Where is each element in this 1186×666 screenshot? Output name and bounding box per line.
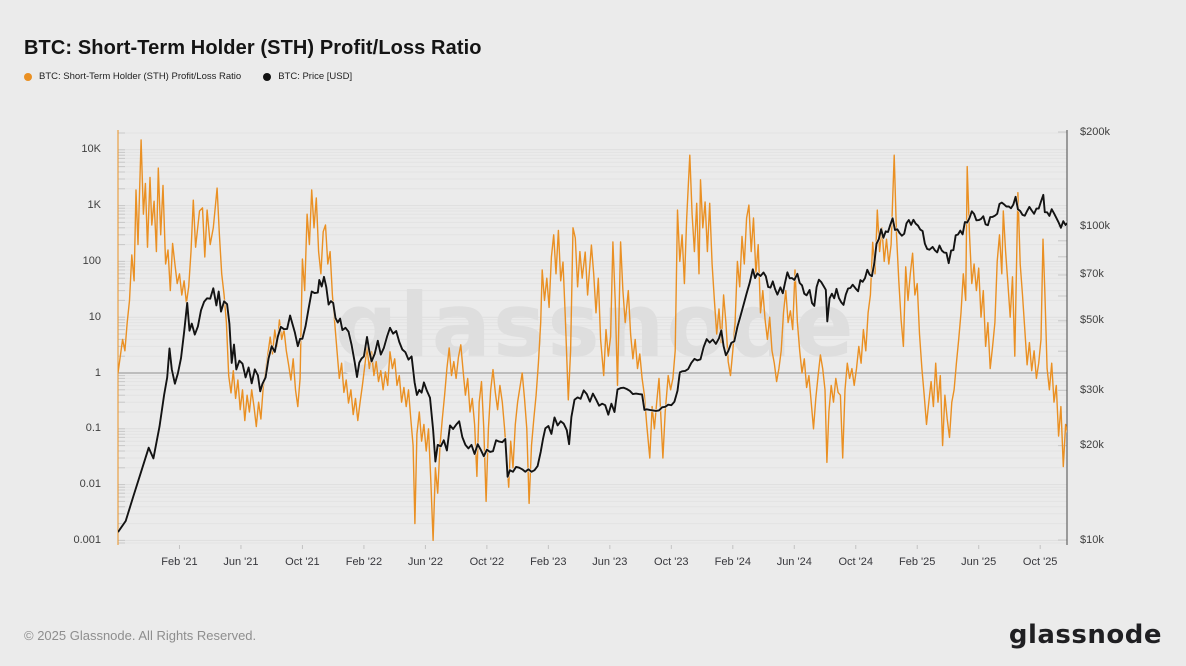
legend-label-price: BTC: Price [USD] xyxy=(278,71,353,82)
x-axis-label: Feb '22 xyxy=(345,556,383,568)
x-axis-label: Feb '25 xyxy=(899,556,936,568)
gridlines xyxy=(118,132,1067,544)
x-axis-label: Oct '25 xyxy=(1022,556,1058,568)
x-axis-label: Jun '22 xyxy=(407,556,443,568)
btc-price-line[interactable] xyxy=(118,193,1068,533)
x-axis-label: Jun '25 xyxy=(961,556,997,568)
x-axis-label: Oct '22 xyxy=(469,556,505,568)
y-axis-label-left: 100 xyxy=(82,254,101,267)
x-axis-label: Oct '24 xyxy=(838,556,873,568)
x-axis-ticks xyxy=(178,545,1041,549)
y-axis-label-left: 0.001 xyxy=(73,533,101,546)
page-title: BTC: Short-Term Holder (STH) Profit/Loss… xyxy=(24,37,482,60)
x-axis-label: Feb '24 xyxy=(714,556,751,568)
legend-item-price[interactable]: BTC: Price [USD] xyxy=(263,71,352,82)
axis-minor-ticks xyxy=(118,131,1067,544)
glassnode-watermark: glassnode xyxy=(334,274,855,377)
y-axis-label-left: 10 xyxy=(88,310,101,323)
y-axis-label-right: $70k xyxy=(1080,268,1104,281)
y-axis-label-right: $20k xyxy=(1080,439,1104,452)
y-axis-label-left: 1K xyxy=(87,199,101,212)
x-axis-label: Oct '23 xyxy=(654,556,689,568)
x-axis-label: Jun '23 xyxy=(592,556,628,568)
y-axis-label-left: 10K xyxy=(81,143,101,156)
x-axis-label: Feb '23 xyxy=(530,556,567,568)
copyright-text: © 2025 Glassnode. All Rights Reserved. xyxy=(24,628,257,643)
y-axis-label-right: $200k xyxy=(1080,125,1110,138)
x-axis-label: Feb '21 xyxy=(161,556,198,568)
y-axis-label-right: $100k xyxy=(1080,219,1110,232)
legend-item-ratio[interactable]: BTC: Short-Term Holder (STH) Profit/Loss… xyxy=(24,71,241,82)
x-axis-label: Jun '21 xyxy=(223,556,259,568)
price-series-dot-icon xyxy=(263,72,272,81)
y-axis-label-right: $10k xyxy=(1080,533,1104,546)
x-axis-label: Jun '24 xyxy=(776,556,812,568)
sth-profit-loss-ratio-line[interactable] xyxy=(118,139,1068,542)
y-axis-label-left: 1 xyxy=(94,366,101,379)
legend: BTC: Short-Term Holder (STH) Profit/Loss… xyxy=(24,71,352,82)
glassnode-logo: glassnode xyxy=(1008,620,1162,650)
y-axis-label-left: 0.1 xyxy=(85,422,101,435)
x-axis-label: Oct '21 xyxy=(285,556,320,568)
y-axis-label-right: $50k xyxy=(1080,314,1104,327)
y-axis-label-left: 0.01 xyxy=(79,478,101,491)
y-axis-label-right: $30k xyxy=(1080,383,1104,396)
ratio-series-dot-icon xyxy=(24,72,32,81)
legend-label-ratio: BTC: Short-Term Holder (STH) Profit/Loss… xyxy=(39,71,242,82)
